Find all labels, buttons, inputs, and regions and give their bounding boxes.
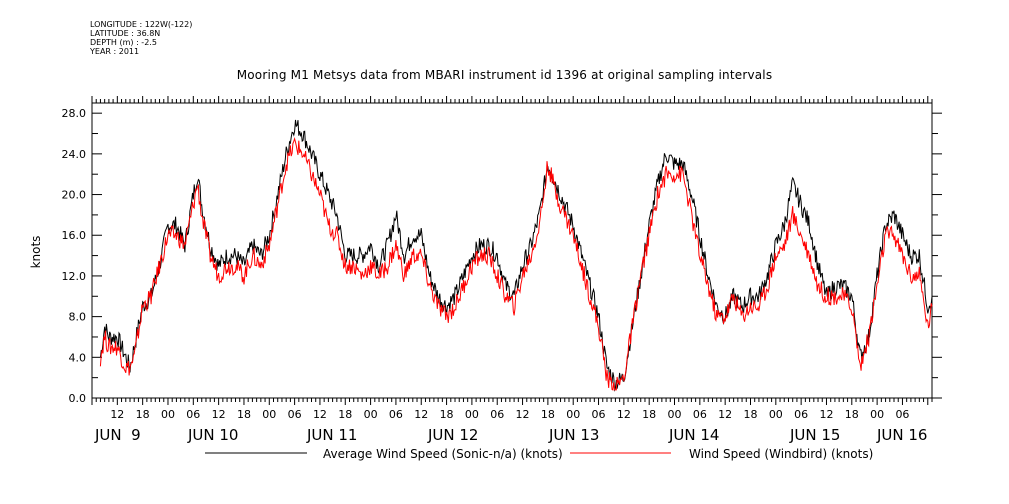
x-hour-label: 18: [440, 408, 454, 421]
x-hour-label: 06: [389, 408, 403, 421]
x-hour-label: 18: [845, 408, 859, 421]
station-metadata: LONGITUDE : 122W(-122) LATITUDE : 36.8N …: [90, 20, 192, 56]
series-line-average-sonic: [99, 119, 933, 392]
x-hour-label: 06: [186, 408, 200, 421]
x-hour-label: 18: [237, 408, 251, 421]
y-tick-label: 24.0: [62, 148, 87, 161]
x-hour-label: 06: [288, 408, 302, 421]
x-hour-label: 00: [668, 408, 682, 421]
axis-ticks: [91, 96, 942, 405]
y-tick-label: 20.0: [62, 189, 87, 202]
chart-title: Mooring M1 Metsys data from MBARI instru…: [236, 68, 773, 82]
y-tick-label: 28.0: [62, 107, 87, 120]
y-axis-label: knots: [29, 236, 43, 269]
plot-frame: [91, 102, 933, 399]
x-hour-label: 12: [617, 408, 631, 421]
x-hour-label: 12: [718, 408, 732, 421]
x-hour-label: 18: [541, 408, 555, 421]
x-day-label: JUN 9: [94, 426, 141, 444]
latitude-label: LATITUDE : 36.8N: [90, 29, 161, 38]
legend-label-avg: Average Wind Speed (Sonic-n/a) (knots): [323, 447, 563, 461]
x-hour-label: 12: [819, 408, 833, 421]
x-day-label: JUN 14: [668, 426, 719, 444]
x-day-label: JUN 15: [789, 426, 840, 444]
x-day-label: JUN 13: [548, 426, 599, 444]
x-hour-label: 00: [262, 408, 276, 421]
x-hour-label: 06: [592, 408, 606, 421]
y-tick-label: 0.0: [69, 392, 87, 405]
x-hour-label: 06: [490, 408, 504, 421]
x-hour-label: 18: [338, 408, 352, 421]
x-hour-label: 12: [313, 408, 327, 421]
x-day-label: JUN 12: [427, 426, 478, 444]
x-hour-label: 12: [212, 408, 226, 421]
y-tick-label: 8.0: [69, 311, 87, 324]
x-hour-label: 12: [516, 408, 530, 421]
x-hour-label: 06: [895, 408, 909, 421]
legend-label-windbird: Wind Speed (Windbird) (knots): [689, 447, 873, 461]
x-hour-label: 18: [136, 408, 150, 421]
y-tick-label: 16.0: [62, 229, 87, 242]
x-hour-label: 12: [414, 408, 428, 421]
x-hour-label: 18: [743, 408, 757, 421]
depth-label: DEPTH (m) : -2.5: [90, 38, 157, 47]
x-hour-label: 00: [364, 408, 378, 421]
x-hour-label: 06: [794, 408, 808, 421]
x-hour-label: 00: [161, 408, 175, 421]
series-line-windbird: [99, 137, 933, 391]
x-hour-label: 12: [110, 408, 124, 421]
legend: Average Wind Speed (Sonic-n/a) (knots) W…: [205, 447, 873, 461]
x-hour-label: 06: [693, 408, 707, 421]
x-day-label: JUN 16: [876, 426, 927, 444]
y-tick-label: 12.0: [62, 270, 87, 283]
x-hour-label: 18: [642, 408, 656, 421]
x-hour-label: 00: [769, 408, 783, 421]
year-label: YEAR : 2011: [90, 47, 140, 56]
x-hour-label: 00: [870, 408, 884, 421]
x-hour-label: 00: [465, 408, 479, 421]
y-tick-label: 4.0: [69, 351, 87, 364]
x-day-label: JUN 11: [306, 426, 357, 444]
series-lines: [99, 119, 933, 392]
longitude-label: LONGITUDE : 122W(-122): [90, 20, 193, 29]
x-day-label: JUN 10: [187, 426, 238, 444]
x-hour-label: 00: [566, 408, 580, 421]
axis-labels: 0.0 4.0 8.0 12.0 16.0 20.0 24.0 28.0 12 18 00 06 12 1…: [62, 107, 928, 444]
